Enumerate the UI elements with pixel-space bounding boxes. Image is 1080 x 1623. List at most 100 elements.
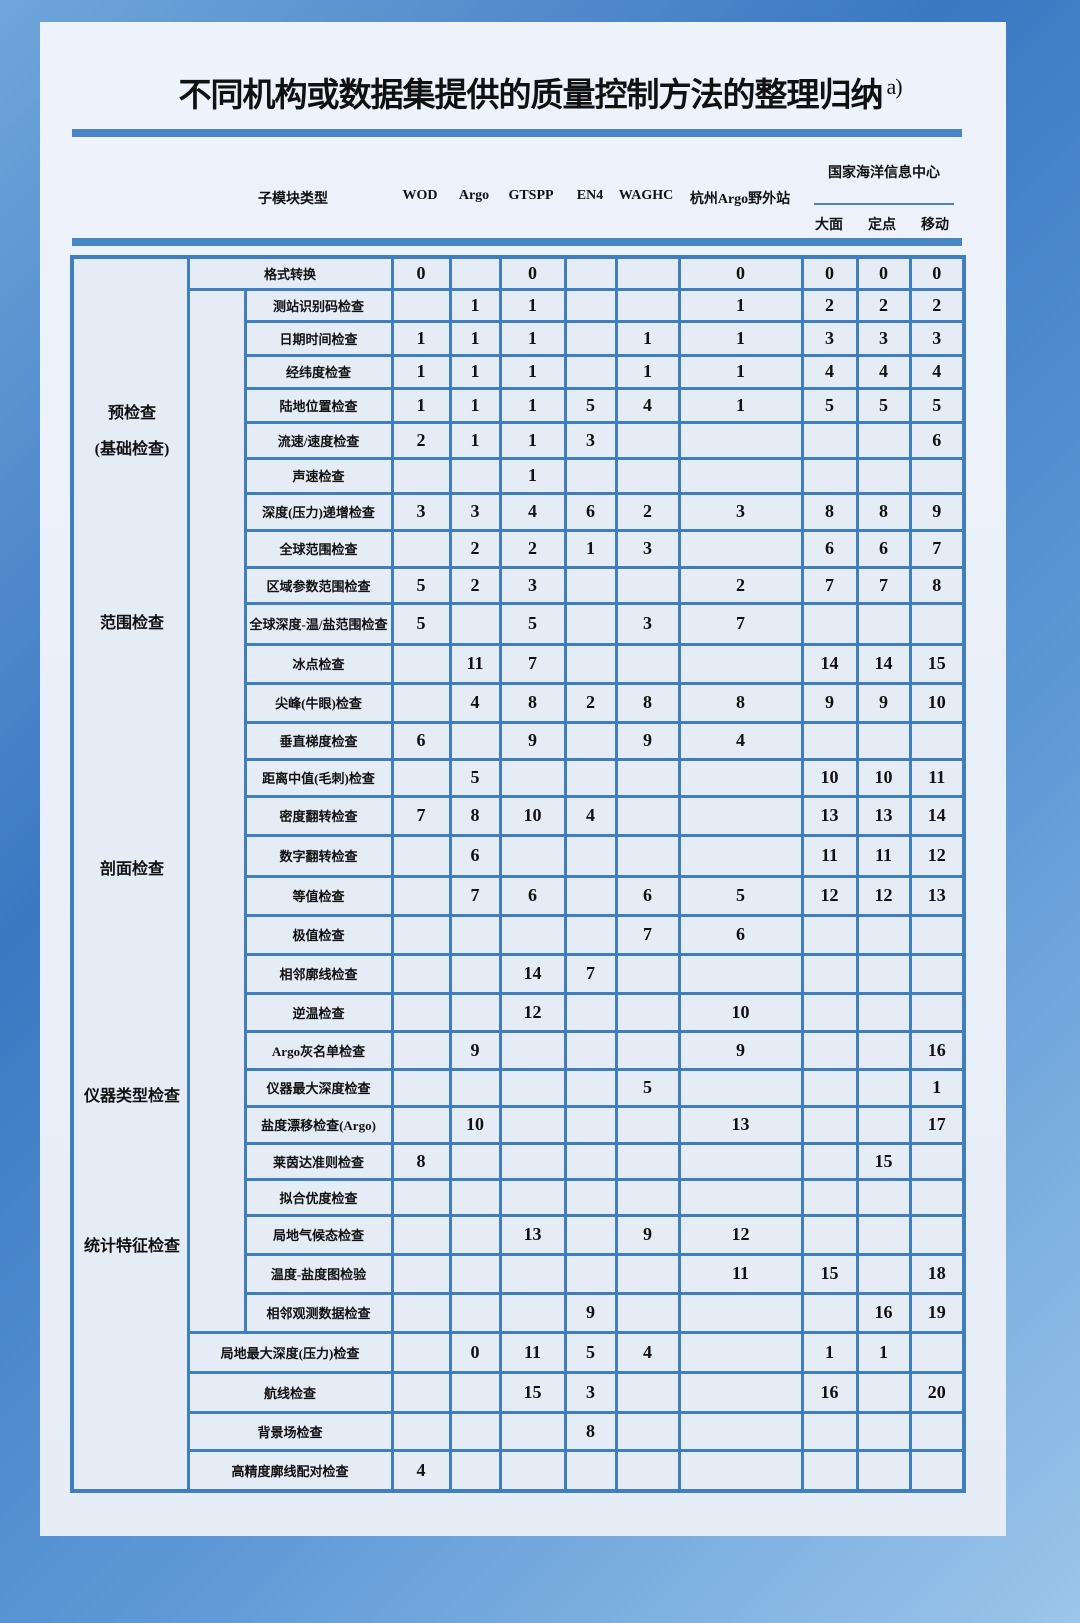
table-cell (855, 1213, 912, 1256)
table-cell (855, 1104, 912, 1145)
table-cell: 1 (614, 319, 681, 357)
table-cell: 9 (677, 1029, 804, 1071)
row-label: 全球深度-温/盐范围检查 (243, 601, 394, 646)
table-cell: 2 (908, 287, 966, 323)
table-cell: 1 (614, 353, 681, 390)
table-row: 全球深度-温/盐范围检查 5 5 3 7 (72, 601, 966, 646)
table-cell (614, 1252, 681, 1295)
table-cell: 6 (855, 528, 912, 569)
table-cell (800, 720, 859, 761)
table-row: 深度(压力)递增检查 3 3 4 6 2 3 8 8 9 (72, 491, 966, 532)
table-row: 等值检查 7 6 6 5 12 12 13 (72, 874, 966, 917)
table-cell: 15 (498, 1370, 567, 1414)
table-cell: 0 (908, 255, 966, 291)
table-cell: 3 (614, 601, 681, 646)
table-cell: 9 (855, 681, 912, 724)
header-nmdis-mobile: 移动 (921, 218, 949, 233)
table-cell: 1 (390, 319, 452, 357)
table-cell (800, 1104, 859, 1145)
table-cell (908, 1213, 966, 1256)
table-cell (908, 991, 966, 1033)
table-cell: 6 (563, 491, 618, 532)
table-cell: 3 (908, 319, 966, 357)
table-cell (614, 642, 681, 685)
table-cell: 9 (448, 1029, 502, 1071)
table-cell (390, 681, 452, 724)
table-cell: 9 (908, 491, 966, 532)
table-cell: 6 (800, 528, 859, 569)
table-cell (800, 420, 859, 460)
table-cell (614, 1448, 681, 1493)
table-cell: 7 (563, 952, 618, 995)
table-cell (855, 1252, 912, 1295)
table-cell (855, 1410, 912, 1452)
header-submodule: 子模块类型 (258, 192, 328, 207)
table-cell: 5 (908, 386, 966, 424)
table-cell: 18 (908, 1252, 966, 1295)
table-cell: 15 (908, 642, 966, 685)
table-cell (677, 420, 804, 460)
table-cell (800, 1067, 859, 1108)
table-row: 冰点检查 11 7 14 14 15 (72, 642, 966, 685)
table-cell (448, 720, 502, 761)
table-cell (800, 913, 859, 956)
table-cell (677, 952, 804, 995)
table-cell (563, 255, 618, 291)
table-cell (855, 420, 912, 460)
row-label: 测站识别码检查 (243, 287, 394, 323)
table-cell: 3 (498, 565, 567, 605)
table-cell (390, 1029, 452, 1071)
table-cell (908, 913, 966, 956)
table-cell (677, 1291, 804, 1334)
table-cell (614, 420, 681, 460)
table-cell (563, 601, 618, 646)
header-col-hangzhou: 杭州Argo野外站 (689, 192, 791, 207)
table-cell (677, 642, 804, 685)
header-col-argo: Argo (458, 188, 490, 203)
table-cell (855, 913, 912, 956)
table-row: 逆温检查 12 10 (72, 991, 966, 1033)
table-cell: 4 (677, 720, 804, 761)
table-cell: 3 (855, 319, 912, 357)
table-cell: 7 (448, 874, 502, 917)
table-cell: 1 (563, 528, 618, 569)
table-cell: 2 (855, 287, 912, 323)
table-cell: 5 (390, 601, 452, 646)
table-cell: 1 (498, 353, 567, 390)
table-cell (448, 1067, 502, 1108)
table-cell: 1 (390, 386, 452, 424)
table-row: 局地气候态检查 13 9 12 (72, 1213, 966, 1256)
row-label: 日期时间检查 (243, 319, 394, 357)
row-label: 背景场检查 (186, 1410, 394, 1452)
table-row: 背景场检查 8 (72, 1410, 966, 1452)
table-cell: 1 (390, 353, 452, 390)
row-label: 局地最大深度(压力)检查 (186, 1330, 394, 1374)
page-title: 不同机构或数据集提供的质量控制方法的整理归纳 a) (0, 68, 1080, 116)
row-label: Argo灰名单检查 (243, 1029, 394, 1071)
table-row: 局地最大深度(压力)检查 0 11 5 4 1 1 (72, 1330, 966, 1374)
table-cell: 11 (908, 757, 966, 798)
table-cell (908, 601, 966, 646)
table-cell (614, 456, 681, 495)
row-label: 冰点检查 (243, 642, 394, 685)
table-cell: 1 (677, 353, 804, 390)
table-cell (614, 833, 681, 878)
table-cell (800, 1291, 859, 1334)
table-cell (614, 1104, 681, 1145)
table-cell (563, 642, 618, 685)
table-cell: 0 (677, 255, 804, 291)
category-label: (基础检查) (94, 441, 170, 458)
table-cell (563, 1104, 618, 1145)
table-cell (677, 757, 804, 798)
table-cell (390, 833, 452, 878)
row-label: 莱茵达准则检查 (243, 1141, 394, 1181)
table-cell (677, 1141, 804, 1181)
title-text: 不同机构或数据集提供的质量控制方法的整理归纳 (178, 78, 883, 114)
table-cell (563, 913, 618, 956)
table-cell (614, 952, 681, 995)
table-cell: 7 (908, 528, 966, 569)
table-cell (563, 1067, 618, 1108)
title-footnote: a) (886, 74, 902, 99)
table-cell: 8 (614, 681, 681, 724)
header-col-wod: WOD (402, 188, 438, 203)
